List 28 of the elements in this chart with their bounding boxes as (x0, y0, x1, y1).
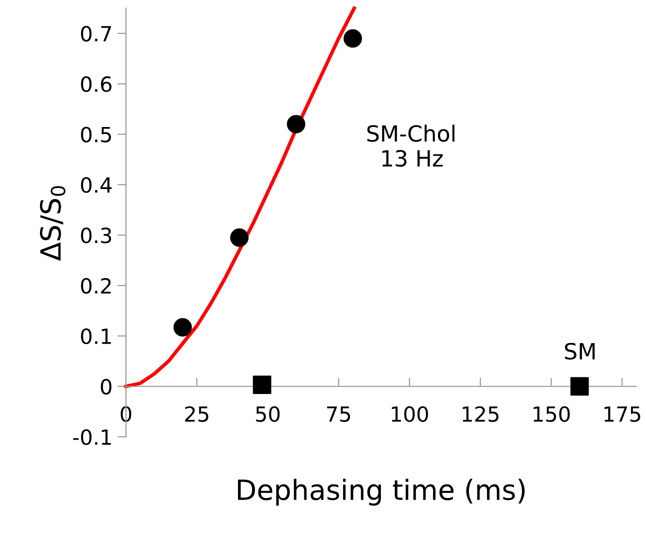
point (173, 318, 192, 337)
x-tick-label: 100 (392, 406, 428, 422)
x-axis-title: Dephasing time (ms) (238, 478, 525, 506)
y-axis-title: ΔS/S$_{0}$ (40, 186, 66, 261)
annotation: SM (564, 342, 595, 360)
line-series (124, 6, 356, 388)
point (230, 228, 249, 247)
x-tick-label: 150 (534, 406, 570, 422)
y-tick-label: 0.7 (81, 26, 111, 42)
y-tick-label: 0.6 (81, 76, 112, 92)
point (252, 376, 272, 394)
y-tick-label: 0.3 (81, 228, 112, 244)
point (344, 29, 362, 48)
x-tick-label: 75 (327, 406, 350, 422)
x-tick-label: 175 (604, 406, 640, 422)
point (286, 114, 306, 134)
x-tick-label: 50 (256, 406, 280, 422)
x-tick-label: 25 (185, 406, 208, 422)
annotation: SM-Chol 13 Hz (367, 124, 454, 167)
point (570, 377, 589, 396)
y-tick-label: 0.2 (81, 278, 111, 294)
y-tick-label: 0.5 (81, 126, 111, 142)
x-tick-label: 125 (462, 406, 498, 422)
y-tick-label: 0.1 (81, 328, 111, 344)
y-tick-label: 0 (100, 378, 112, 395)
x-tick-label: 0 (120, 406, 132, 422)
y-tick-label: -0.1 (73, 429, 111, 446)
y-tick-label: 0.4 (81, 177, 112, 193)
